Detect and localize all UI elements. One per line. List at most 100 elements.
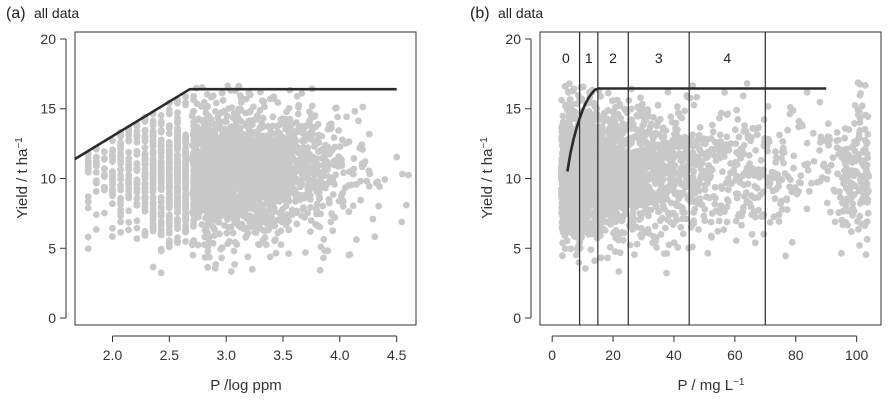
data-point xyxy=(325,196,333,203)
data-point xyxy=(798,122,806,130)
data-point xyxy=(313,187,321,195)
data-point xyxy=(365,182,373,190)
data-point xyxy=(222,133,229,141)
data-point xyxy=(307,228,314,236)
data-point xyxy=(838,216,846,224)
data-point xyxy=(723,111,731,118)
data-point xyxy=(269,122,277,130)
data-point xyxy=(109,224,116,232)
data-point xyxy=(295,102,303,109)
data-point xyxy=(301,213,308,221)
data-point xyxy=(564,120,572,127)
data-point xyxy=(350,155,358,162)
data-point xyxy=(141,175,149,182)
data-point xyxy=(260,176,268,184)
data-point xyxy=(318,168,326,176)
data-point xyxy=(244,253,252,261)
data-point xyxy=(125,171,133,179)
data-point xyxy=(349,202,357,210)
data-point xyxy=(269,113,277,121)
data-point xyxy=(174,109,181,117)
data-point xyxy=(294,110,302,118)
data-point xyxy=(559,252,566,260)
data-point xyxy=(293,220,301,228)
panel-b-points xyxy=(557,79,873,277)
data-point xyxy=(601,227,609,234)
data-point xyxy=(716,143,724,150)
data-point xyxy=(712,207,720,215)
data-point xyxy=(208,127,216,135)
data-point xyxy=(661,205,668,213)
data-point xyxy=(182,144,190,152)
y-tick-label: 20 xyxy=(40,31,56,47)
data-point xyxy=(761,135,768,142)
data-point xyxy=(748,211,756,219)
data-point xyxy=(804,160,812,168)
data-point xyxy=(345,138,353,146)
data-point xyxy=(248,145,256,153)
data-point xyxy=(267,131,274,139)
data-point xyxy=(165,148,173,156)
data-point xyxy=(165,109,173,117)
data-point xyxy=(381,176,389,183)
data-point xyxy=(733,149,740,156)
data-point xyxy=(579,83,587,91)
data-point xyxy=(117,139,124,146)
data-point xyxy=(182,179,190,187)
panel-a-y-axis-title: Yield / t ha−1 xyxy=(14,137,32,219)
data-point xyxy=(641,229,649,236)
data-point xyxy=(264,159,272,167)
data-point xyxy=(236,92,244,99)
data-point xyxy=(864,131,872,138)
data-point xyxy=(165,172,173,180)
data-point xyxy=(266,253,274,261)
data-point xyxy=(827,208,834,216)
data-point xyxy=(353,236,360,243)
data-point xyxy=(850,207,858,215)
data-point xyxy=(738,221,745,229)
data-point xyxy=(784,173,792,181)
data-point xyxy=(109,156,116,164)
data-point xyxy=(724,196,731,204)
data-point xyxy=(357,177,364,185)
data-point xyxy=(109,187,116,195)
data-point xyxy=(355,117,362,125)
data-point xyxy=(194,241,202,249)
data-point xyxy=(297,150,305,158)
data-point xyxy=(133,167,141,175)
data-point xyxy=(92,168,100,176)
data-point xyxy=(141,228,149,235)
data-point xyxy=(263,208,270,216)
data-point xyxy=(637,130,645,138)
data-point xyxy=(182,185,190,193)
data-point xyxy=(218,89,226,97)
data-point xyxy=(301,122,309,130)
data-point xyxy=(205,205,212,213)
data-point xyxy=(225,164,233,172)
data-point xyxy=(351,107,359,115)
data-point xyxy=(778,154,785,162)
data-point xyxy=(198,117,206,125)
data-point xyxy=(338,156,345,164)
data-point xyxy=(667,180,675,188)
data-point xyxy=(675,136,683,144)
data-point xyxy=(670,187,678,195)
data-point xyxy=(117,218,124,226)
data-point xyxy=(165,185,173,193)
data-point xyxy=(841,134,848,142)
data-point xyxy=(730,166,738,174)
data-point xyxy=(293,157,300,165)
data-point xyxy=(174,204,181,212)
data-point xyxy=(125,207,133,215)
data-point xyxy=(174,142,181,150)
data-point xyxy=(711,200,719,208)
data-point xyxy=(300,204,307,212)
panel-a: (a) all data 2.0 2.5 3.0 3.5 4.0 4.5 05101520… xyxy=(6,5,417,394)
data-point xyxy=(272,154,279,162)
data-point xyxy=(174,187,181,195)
data-point xyxy=(157,164,165,172)
data-point xyxy=(194,199,201,207)
data-point xyxy=(141,144,149,152)
data-point xyxy=(315,139,323,147)
